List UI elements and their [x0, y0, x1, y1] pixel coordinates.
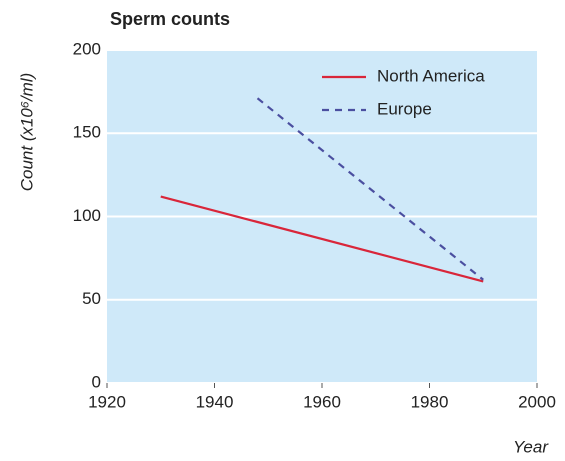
x-tick-label: 1940: [196, 392, 234, 411]
y-tick-label: 150: [73, 123, 101, 142]
x-tick-label: 1920: [88, 392, 126, 411]
chart-title: Sperm counts: [110, 9, 230, 29]
y-tick-label: 50: [82, 289, 101, 308]
x-tick-label: 1980: [411, 392, 449, 411]
line: [160, 195, 484, 283]
y-tick-label: 100: [73, 206, 101, 225]
x-tick-label: 2000: [518, 392, 556, 411]
line: [256, 97, 484, 281]
legend-label: North America: [377, 66, 485, 85]
y-axis-label: Count (x10⁶/ml): [17, 73, 36, 192]
y-tick-label: 200: [73, 39, 101, 58]
x-axis-label: Year: [513, 437, 549, 456]
x-tick-label: 1960: [303, 392, 341, 411]
legend-label: Europe: [377, 99, 432, 118]
y-tick-label: 0: [92, 372, 101, 391]
